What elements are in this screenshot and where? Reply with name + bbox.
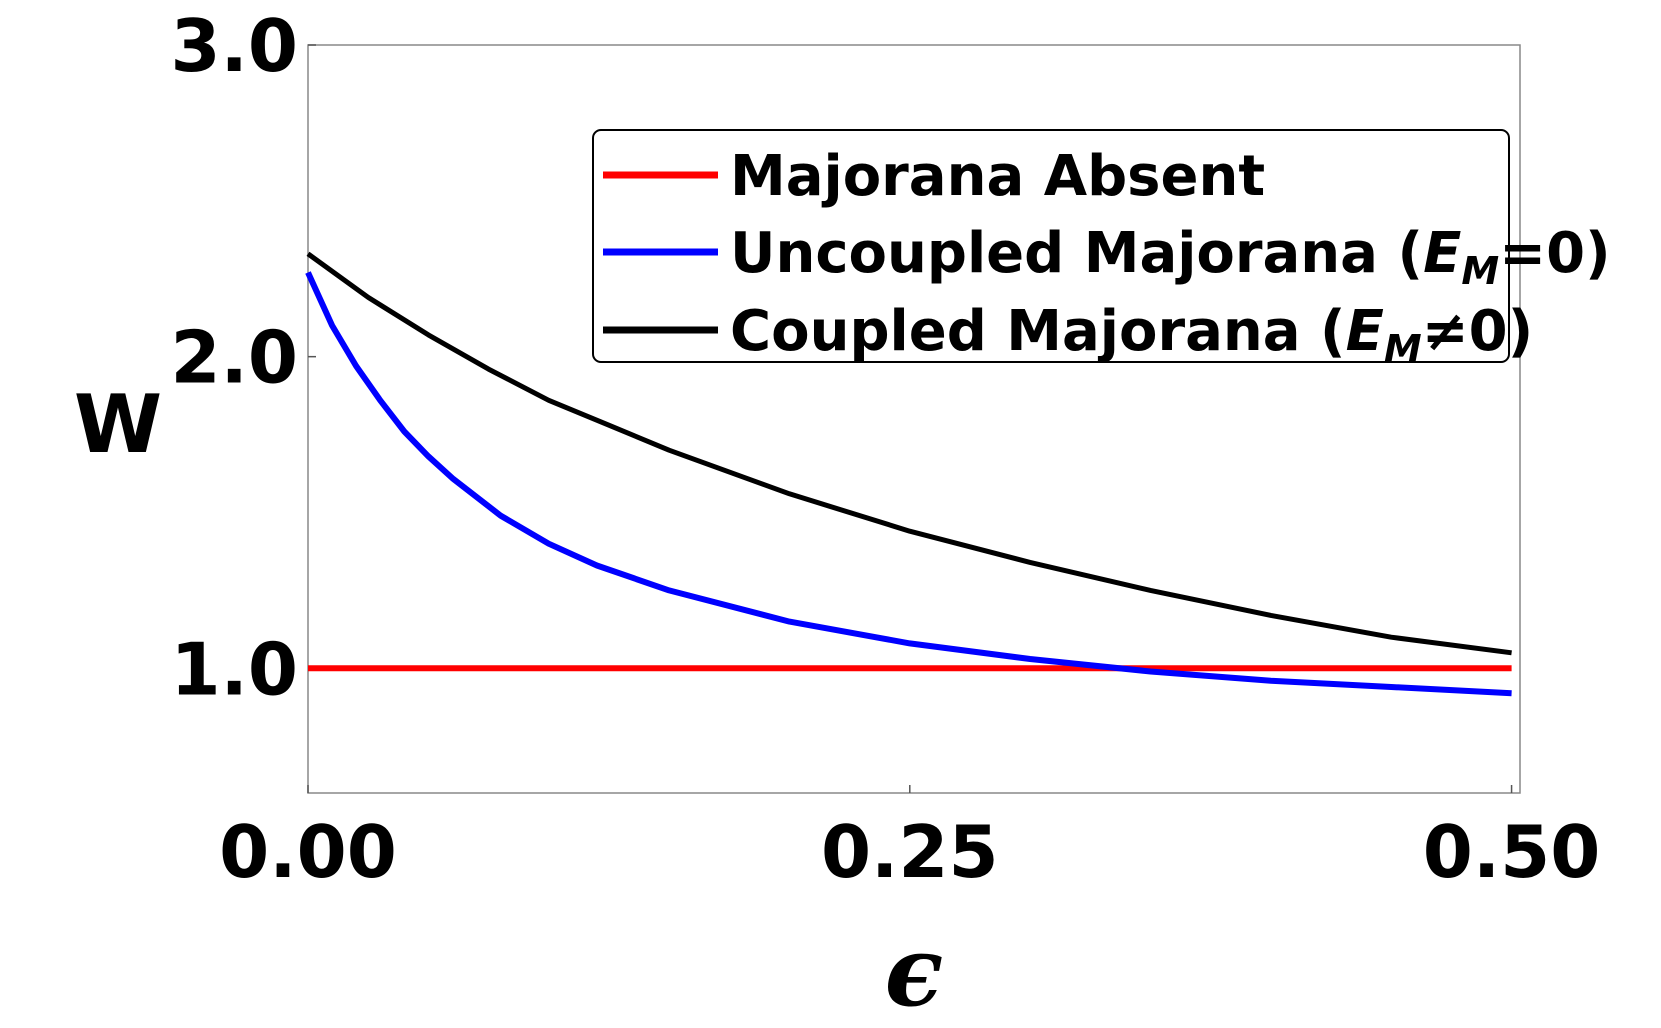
legend-label: Uncoupled Majorana (EM=0) bbox=[730, 221, 1611, 293]
legend: Majorana Absent Uncoupled Majorana (EM=0)… bbox=[592, 129, 1611, 371]
x-tick-label: 0.25 bbox=[821, 810, 999, 894]
x-tick-label: 0.00 bbox=[219, 810, 397, 894]
legend-box bbox=[592, 129, 1510, 363]
legend-label: Majorana Absent bbox=[730, 144, 1265, 209]
x-axis-label: ϵ bbox=[885, 915, 943, 1028]
y-tick-label: 3.0 bbox=[170, 4, 298, 88]
series-lines bbox=[305, 251, 1512, 697]
legend-entries: Majorana Absent Uncoupled Majorana (EM=0)… bbox=[603, 144, 1611, 371]
axis-ticks: 0.00 0.25 0.50 1.0 2.0 3.0 bbox=[170, 4, 1600, 894]
plot-frame bbox=[307, 44, 1521, 794]
y-axis-label: W bbox=[74, 378, 162, 471]
y-tick-label: 1.0 bbox=[170, 627, 298, 711]
legend-label: Coupled Majorana (EM≠0) bbox=[730, 299, 1533, 371]
series-line-3 bbox=[306, 251, 1512, 656]
series-line-2 bbox=[305, 271, 1512, 697]
y-tick-label: 2.0 bbox=[170, 316, 298, 400]
x-tick-label: 0.50 bbox=[1423, 810, 1601, 894]
